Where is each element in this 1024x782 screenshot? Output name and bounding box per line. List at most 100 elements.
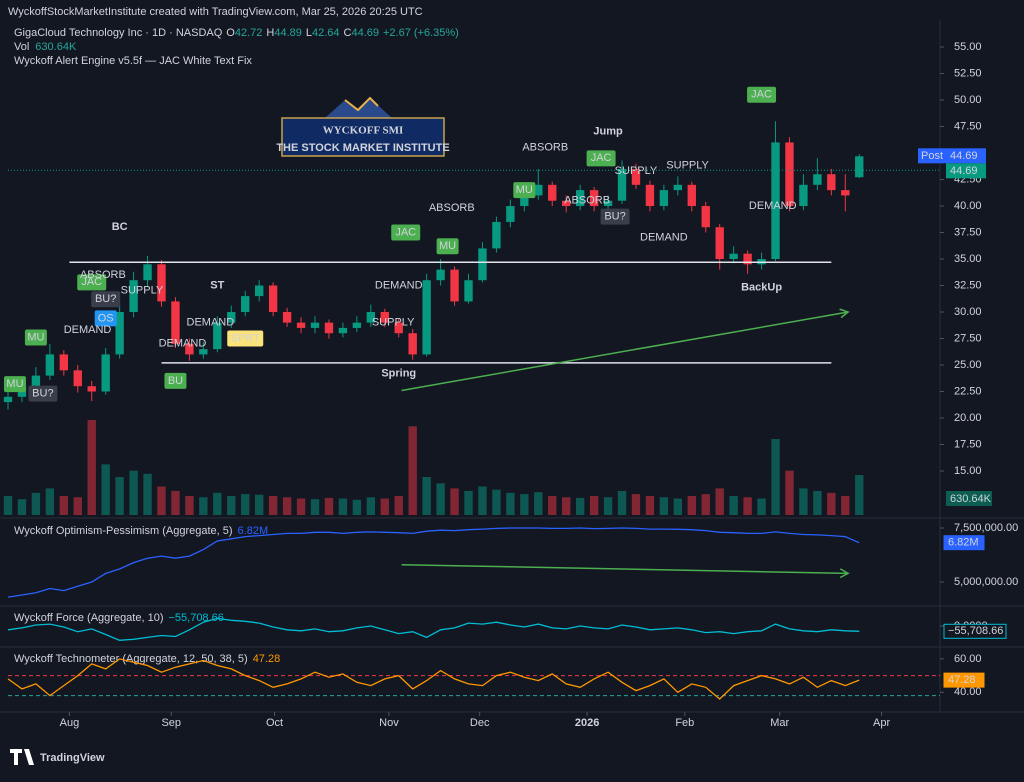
volume-bar — [673, 498, 683, 515]
y-tick-label: 40.00 — [954, 200, 982, 212]
signal-note: DEMAND — [640, 232, 688, 244]
volume-bar — [129, 470, 138, 515]
signal-tag — [28, 385, 58, 402]
candle-body — [589, 190, 599, 207]
candle-body — [464, 280, 473, 302]
volume-bar — [464, 490, 473, 515]
indicator-tag — [943, 623, 1007, 639]
indicator-name: Wyckoff Optimism-Pessimism (Aggregate, 5… — [14, 525, 233, 537]
candle-body — [687, 184, 696, 207]
signal-note: DEMAND — [187, 317, 235, 329]
brand: TradingView — [40, 752, 105, 764]
y-tick-label: 52.50 — [954, 67, 982, 79]
attribution: WyckoffStockMarketInstitute created with… — [8, 6, 423, 18]
volume-bar — [855, 475, 864, 515]
annotation-label: Spring — [381, 367, 416, 379]
signal-tag — [24, 329, 47, 346]
candle-body — [282, 312, 292, 323]
y-tick-label: 7,500,000.00 — [954, 522, 1018, 534]
y-tick-label: 55.00 — [954, 41, 982, 53]
candle-body — [310, 322, 320, 328]
volume-bar — [729, 496, 738, 515]
symbol: GigaCloud Technology Inc · 1D · NASDAQ — [14, 27, 223, 39]
ohlc-label: H — [266, 27, 274, 39]
candle-body — [185, 343, 194, 355]
candle-body — [548, 184, 557, 201]
candle-body — [352, 322, 362, 328]
y-tick-label: 15.00 — [954, 465, 982, 477]
y-tick-label: 37.50 — [954, 226, 982, 238]
signal-tag-label: MU — [439, 240, 456, 252]
volume-bar — [813, 490, 822, 515]
trend-line — [401, 311, 849, 392]
volume-bar — [575, 497, 585, 515]
volume-bar — [785, 470, 794, 515]
candle-body — [129, 280, 138, 313]
candle-body — [296, 322, 306, 328]
indicator-name: Wyckoff Technometer (Aggregate, 12, 50, … — [14, 653, 248, 665]
candle-body — [603, 200, 613, 207]
volume-bar — [17, 499, 27, 515]
last-price-tag — [946, 163, 986, 179]
volume-bar — [296, 498, 306, 515]
candle-body — [631, 168, 641, 185]
last-price-label: 44.69 — [950, 165, 978, 177]
x-tick-label: Sep — [161, 717, 181, 729]
signal-note: ABSORB — [564, 195, 610, 207]
signal-note: DEMAND — [159, 338, 207, 350]
signal-tag-label: BU? — [604, 211, 625, 223]
ohlc-label: L — [306, 27, 312, 39]
candle-body — [157, 264, 166, 302]
candle-body — [715, 227, 724, 260]
signal-tag — [586, 150, 616, 167]
signal-note: SUPPLY — [121, 285, 164, 297]
volume-legend: Vol 630.64K — [14, 41, 77, 53]
volume-bar — [227, 496, 236, 515]
candle-body — [268, 285, 278, 313]
close: 44.69 — [351, 27, 379, 39]
y-tick-label: 25.00 — [954, 359, 982, 371]
candle-body — [813, 174, 822, 185]
candle-body — [743, 253, 752, 265]
x-tick-label: Oct — [266, 717, 283, 729]
volume-bar — [59, 496, 69, 515]
indicator-tag-label: 47.28 — [948, 674, 976, 686]
y-tick-label: 17.50 — [954, 438, 982, 450]
indicator-title: Wyckoff Optimism-Pessimism (Aggregate, 5… — [14, 525, 268, 537]
candle-body — [492, 221, 501, 249]
indicator-tag-label: −55,708.66 — [948, 625, 1003, 637]
indicator-name: Wyckoff Force (Aggregate, 10) — [14, 612, 163, 624]
change: +2.67 (+6.35%) — [383, 27, 459, 39]
y-tick-label: 32.50 — [954, 279, 982, 291]
volume-bar — [241, 494, 250, 515]
volume-bar — [115, 477, 124, 515]
signal-tag — [391, 224, 421, 241]
trend-line — [401, 563, 849, 575]
x-tick-label: 2026 — [575, 717, 599, 729]
logo-peak — [344, 96, 379, 112]
signal-tag-label: BU? — [95, 293, 116, 305]
signal-tag — [3, 376, 26, 393]
volume-bar — [213, 492, 222, 515]
logo-subtitle: THE STOCK MARKET INSTITUTE — [276, 142, 449, 154]
signal-tag-label: JAC — [395, 226, 416, 238]
volume-tag — [946, 491, 992, 506]
signal-tag — [513, 182, 536, 199]
candle-body — [87, 386, 96, 392]
signal-tag-label: JAC — [751, 89, 772, 101]
candle-body — [366, 312, 376, 323]
indicator-value: 47.28 — [253, 653, 281, 665]
candle-body — [673, 184, 683, 191]
volume-bar — [352, 499, 362, 515]
candle-body — [227, 312, 236, 323]
candle-body — [422, 280, 431, 355]
x-tick-label: Aug — [60, 717, 80, 729]
volume-bar — [492, 489, 501, 515]
annotation-label: BackUp — [741, 282, 782, 294]
candle-body — [255, 285, 264, 297]
volume-bar — [841, 496, 850, 515]
signal-note: ABSORB — [522, 142, 568, 154]
indicator-line — [7, 527, 860, 598]
volume-bar — [548, 496, 557, 515]
